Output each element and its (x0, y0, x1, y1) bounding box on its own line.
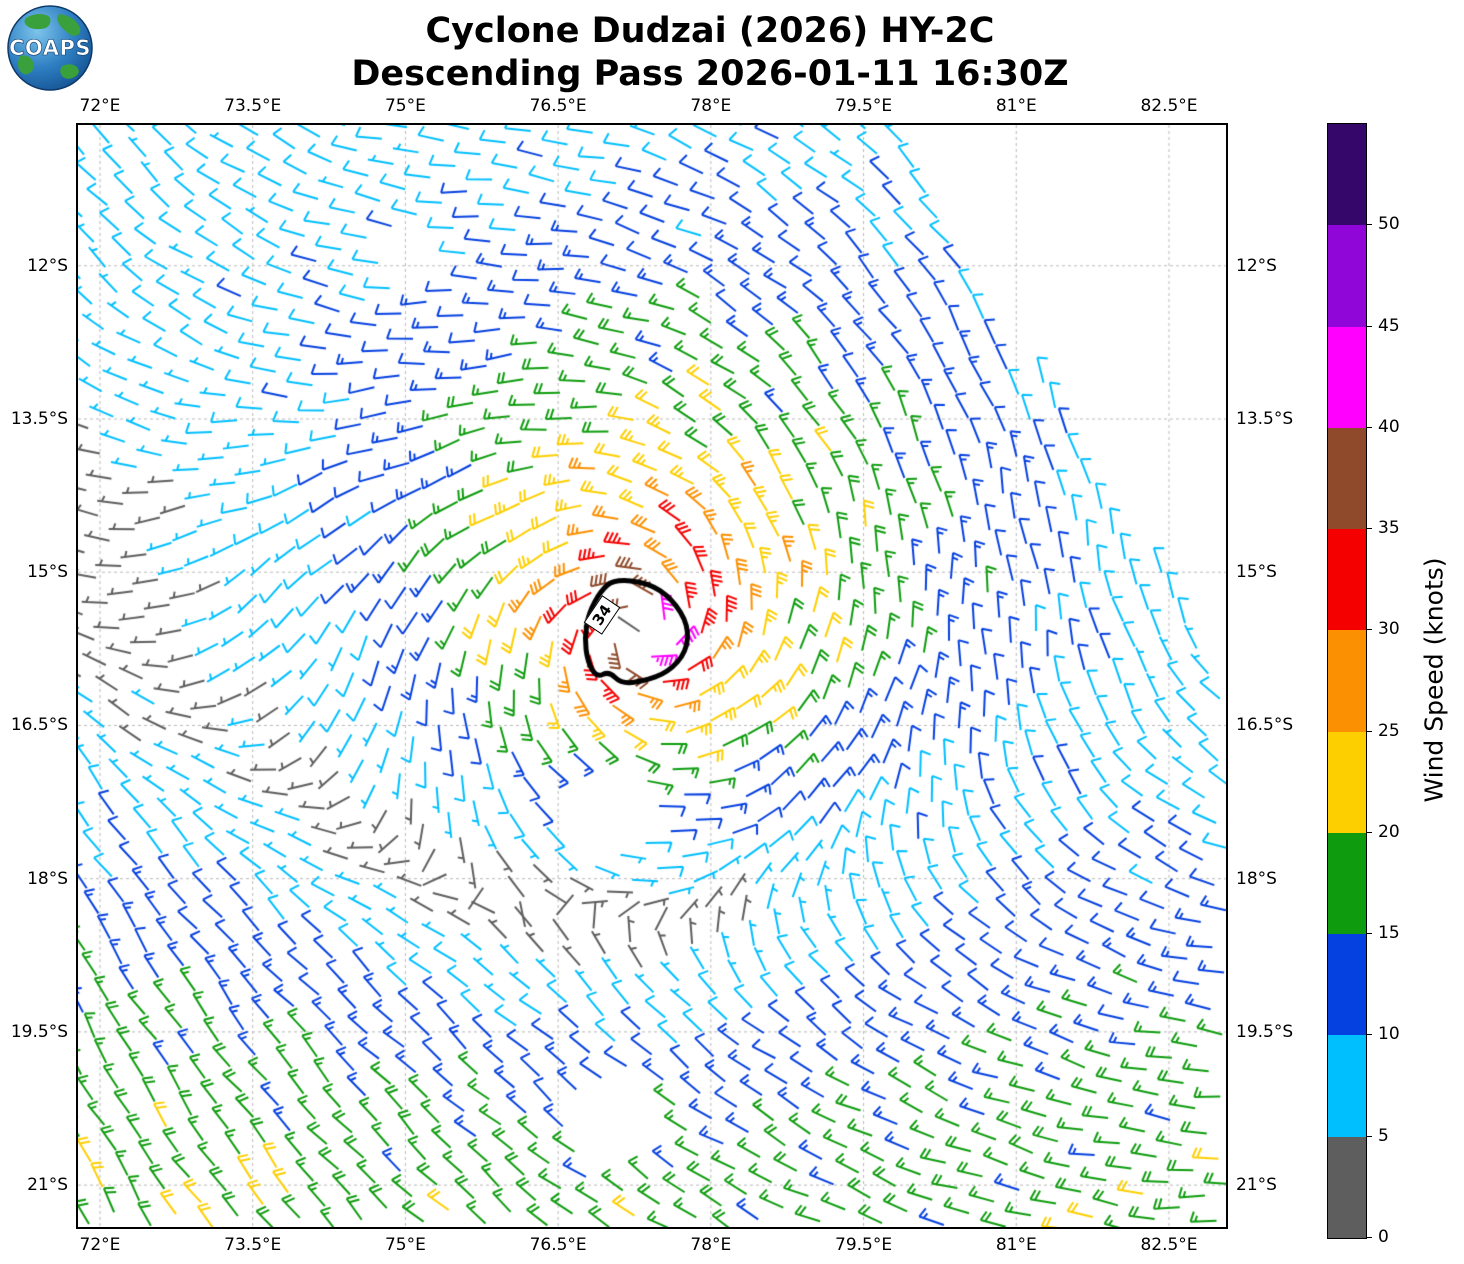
lat-tick-label-left: 18°S (27, 868, 68, 889)
colorbar-tick-mark (1366, 629, 1372, 631)
colorbar-segment (1328, 326, 1366, 428)
lon-tick-label-top: 79.5°E (835, 96, 893, 116)
lon-tick-label-bottom: 78°E (690, 1235, 732, 1255)
lat-tick-label-right: 19.5°S (1236, 1021, 1294, 1042)
colorbar-tick-label: 30 (1378, 619, 1400, 640)
lon-tick-label-top: 76.5°E (529, 96, 587, 116)
colorbar-tick-mark (1366, 730, 1372, 732)
lat-tick-label-left: 16.5°S (10, 715, 68, 736)
colorbar-segment (1328, 630, 1366, 732)
colorbar-tick-mark (1366, 426, 1372, 428)
colorbar-tick-label: 40 (1378, 416, 1400, 437)
lon-tick-label-top: 72°E (79, 96, 121, 116)
colorbar-segment (1328, 934, 1366, 1036)
title-line-1: Cyclone Dudzai (2026) HY-2C (425, 11, 995, 51)
colorbar-tick-label: 0 (1378, 1227, 1389, 1247)
lat-tick-label-right: 12°S (1236, 255, 1277, 276)
lat-tick-label-right: 13.5°S (1236, 408, 1294, 429)
colorbar-segment (1328, 529, 1366, 631)
lon-tick-label-top: 82.5°E (1140, 96, 1198, 116)
colorbar-segment (1328, 832, 1366, 935)
colorbar-tick-mark (1366, 325, 1372, 327)
colorbar-tick-mark (1366, 224, 1372, 226)
lat-tick-label-left: 21°S (27, 1175, 68, 1196)
lat-tick-label-left: 13.5°S (10, 408, 68, 429)
colorbar-segment (1328, 225, 1366, 327)
colorbar-segment (1328, 427, 1366, 530)
lon-tick-label-bottom: 82.5°E (1140, 1235, 1198, 1255)
colorbar-tick-label: 45 (1378, 315, 1400, 336)
lat-tick-label-left: 19.5°S (10, 1021, 68, 1042)
colorbar-tick-label: 35 (1378, 518, 1400, 539)
colorbar-tick-label: 25 (1378, 720, 1400, 741)
lon-tick-label-top: 75°E (384, 96, 426, 116)
lon-tick-label-bottom: 76.5°E (529, 1235, 587, 1255)
colorbar-label: Wind Speed (knots) (1419, 557, 1449, 803)
colorbar-tick-mark (1366, 1237, 1372, 1238)
colorbar-tick-label: 5 (1378, 1125, 1389, 1146)
colorbar-tick-label: 50 (1378, 214, 1400, 235)
lon-tick-label-top: 78°E (690, 96, 732, 116)
lon-tick-label-bottom: 73.5°E (224, 1235, 282, 1255)
colorbar-tick-label: 15 (1378, 923, 1400, 944)
lat-tick-label-right: 21°S (1236, 1175, 1277, 1196)
lon-tick-label-bottom: 81°E (995, 1235, 1037, 1255)
lat-tick-label-left: 15°S (27, 562, 68, 583)
lon-tick-label-bottom: 79.5°E (835, 1235, 893, 1255)
colorbar-tick-mark (1366, 933, 1372, 935)
title-line-2: Descending Pass 2026-01-11 16:30Z (351, 54, 1069, 94)
wind-barb-field (78, 125, 1226, 1227)
colorbar-segment (1328, 731, 1366, 833)
colorbar-tick-mark (1366, 831, 1372, 833)
colorbar-segment (1328, 124, 1366, 226)
coaps-logo: COAPS (7, 5, 93, 91)
map-plot (76, 123, 1228, 1229)
lat-tick-label-left: 12°S (27, 255, 68, 276)
lon-tick-label-top: 73.5°E (224, 96, 282, 116)
lat-tick-label-right: 15°S (1236, 562, 1277, 583)
colorbar-segment (1328, 1136, 1366, 1238)
lat-tick-label-right: 16.5°S (1236, 715, 1294, 736)
lon-tick-label-bottom: 72°E (79, 1235, 121, 1255)
lat-tick-label-right: 18°S (1236, 868, 1277, 889)
colorbar-tick-label: 20 (1378, 821, 1400, 842)
colorbar (1327, 123, 1367, 1239)
plot-title: Cyclone Dudzai (2026) HY-2C Descending P… (0, 10, 1420, 96)
lon-tick-label-bottom: 75°E (384, 1235, 426, 1255)
colorbar-tick-mark (1366, 528, 1372, 530)
colorbar-tick-label: 10 (1378, 1024, 1400, 1045)
colorbar-tick-mark (1366, 1135, 1372, 1137)
logo-text: COAPS (9, 36, 91, 60)
colorbar-segment (1328, 1035, 1366, 1137)
colorbar-tick-mark (1366, 1034, 1372, 1036)
lon-tick-label-top: 81°E (995, 96, 1037, 116)
